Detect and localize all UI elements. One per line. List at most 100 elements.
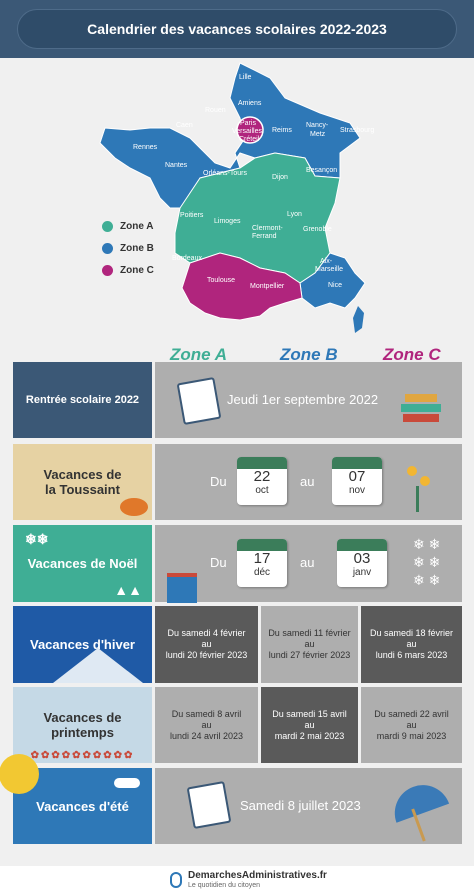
noel-label: Vacances de Noël	[27, 556, 138, 571]
city-poitiers: Poitiers	[180, 212, 204, 219]
printemps-c-line1: Du samedi 22 avril	[374, 708, 449, 719]
end-day: 03	[353, 550, 371, 567]
city-grenoble: Grenoble	[303, 226, 332, 233]
noel-du: Du	[210, 555, 227, 570]
calendar-start: 17 déc	[237, 539, 287, 587]
page-title: Calendrier des vacances scolaires 2022-2…	[17, 9, 457, 49]
autumn-plant-icon	[403, 466, 433, 512]
city-lille: Lille	[239, 74, 252, 81]
city-nice: Nice	[328, 282, 343, 289]
hiver-zone-a: Du samedi 4 février au lundi 20 février …	[155, 606, 258, 683]
printemps-zone-c: Du samedi 22 avril au mardi 9 mai 2023	[361, 687, 462, 763]
city-rouen: Rouen	[205, 107, 226, 114]
hiver-c-line1: Du samedi 18 février	[369, 628, 454, 638]
city-montpellier: Montpellier	[250, 283, 285, 290]
city-bordeaux: Bordeaux	[172, 255, 202, 262]
calendar-start: 22 oct	[237, 457, 287, 505]
ete-label: Vacances d'été	[36, 798, 129, 814]
row-label-noel: Vacances de Noël ❄❄ ▲▲	[13, 525, 152, 602]
city-besancon: Besançon	[306, 167, 338, 174]
trees-icon: ▲▲	[114, 582, 142, 598]
row-label-toussaint: Vacances de la Toussaint	[13, 444, 152, 520]
city-versailles: Versailles	[232, 128, 262, 135]
printemps-c-line2: au	[406, 719, 417, 730]
printemps-label-1: Vacances de	[43, 710, 122, 725]
printemps-a-line3: lundi 24 avril 2023	[169, 730, 244, 741]
legend-dot-icon	[102, 264, 113, 276]
start-day: 22	[253, 468, 271, 485]
footer-tagline: Le quotidien du citoyen	[188, 882, 260, 889]
hiver-a-line2: au	[201, 639, 212, 649]
printemps-zone-a: Du samedi 8 avril au lundi 24 avril 2023	[155, 687, 258, 763]
city-paris: Paris	[240, 120, 256, 127]
legend-zone-a: Zone A	[102, 215, 154, 237]
footer: DemarchesAdministratives.fr Le quotidien…	[0, 866, 474, 895]
row-label-hiver: Vacances d'hiver	[13, 606, 152, 683]
rentree-date: Jeudi 1er septembre 2022	[227, 392, 379, 407]
printemps-zone-b: Du samedi 15 avril au mardi 2 mai 2023	[261, 687, 358, 763]
row-rentree: Jeudi 1er septembre 2022	[155, 362, 462, 438]
city-marseille: Marseille	[315, 266, 344, 273]
pumpkin-icon	[120, 498, 148, 516]
legend-label: Zone C	[120, 264, 154, 276]
city-nantes: Nantes	[165, 162, 188, 169]
zone-a-header: Zone A	[170, 345, 227, 364]
footer-brand[interactable]: DemarchesAdministratives.fr	[188, 870, 327, 881]
toussaint-label-1: Vacances de	[43, 467, 122, 482]
city-rennes: Rennes	[133, 144, 158, 151]
city-metz: Metz	[310, 131, 326, 138]
books-icon	[401, 392, 441, 432]
hiver-c-line2: au	[406, 639, 417, 649]
printemps-c-line3: mardi 9 mai 2023	[376, 730, 447, 741]
toussaint-label-2: la Toussaint	[45, 482, 120, 497]
parasol-icon	[386, 777, 450, 823]
city-strasbourg: Strasbourg	[340, 127, 375, 134]
france-map	[90, 58, 380, 358]
hiver-zone-c: Du samedi 18 février au lundi 6 mars 202…	[361, 606, 462, 683]
printemps-b-line1: Du samedi 15 avril	[272, 708, 347, 719]
hiver-zone-b: Du samedi 11 février au lundi 27 février…	[261, 606, 358, 683]
header-bar: Calendrier des vacances scolaires 2022-2…	[0, 0, 474, 58]
cloud-icon	[114, 778, 140, 788]
calendar-end: 07 nov	[332, 457, 382, 505]
printemps-b-line3: mardi 2 mai 2023	[274, 730, 345, 741]
calendar-end: 03 janv	[337, 539, 387, 587]
zone-b-southeast	[299, 252, 366, 309]
paris-zone-c	[236, 116, 264, 144]
row-label-printemps: Vacances de printemps ✿✿✿✿✿✿✿✿✿✿	[13, 687, 152, 763]
zone-c-south	[181, 252, 303, 321]
map-labels: Lille Amiens Rouen Caen Paris Versailles…	[0, 0, 474, 360]
snowflake-icon: ❄❄	[25, 531, 49, 547]
city-aix: Aix-	[320, 258, 333, 265]
hiver-b-line2: au	[304, 639, 315, 649]
gift-icon	[167, 573, 197, 603]
row-label-rentree: Rentrée scolaire 2022	[13, 362, 152, 438]
start-month: déc	[253, 567, 271, 578]
zone-headers: Zone A Zone B Zone C	[155, 345, 470, 373]
printemps-a-line1: Du samedi 8 avril	[171, 708, 242, 719]
city-orleans: Orléans-Tours	[203, 170, 247, 177]
zone-c-header: Zone C	[383, 345, 441, 364]
city-caen: Caen	[176, 122, 193, 129]
legend-zone-b: Zone B	[102, 237, 154, 259]
city-dijon: Dijon	[272, 174, 288, 181]
legend-label: Zone A	[120, 220, 154, 232]
legend-label: Zone B	[120, 242, 154, 254]
city-limoges: Limoges	[214, 218, 241, 225]
printemps-label-2: printemps	[51, 725, 114, 740]
hiver-b-line3: lundi 27 février 2023	[268, 650, 351, 660]
city-reims: Reims	[272, 127, 292, 134]
hiver-b-line1: Du samedi 11 février	[268, 628, 351, 638]
row-ete: Samedi 8 juillet 2023	[155, 768, 462, 844]
zone-b-header: Zone B	[280, 345, 338, 364]
start-day: 17	[253, 550, 271, 567]
hiver-a-line1: Du samedi 4 février	[167, 628, 246, 638]
city-creteil: Créteil	[239, 136, 260, 143]
ete-date: Samedi 8 juillet 2023	[240, 798, 361, 813]
hiver-c-line3: lundi 6 mars 2023	[375, 650, 448, 660]
end-day: 07	[348, 468, 366, 485]
start-month: oct	[255, 485, 269, 496]
sun-icon	[0, 754, 39, 794]
rentree-label: Rentrée scolaire 2022	[25, 394, 140, 406]
snowflakes-icon: ❄ ❄ ❄ ❄ ❄ ❄	[413, 536, 441, 588]
